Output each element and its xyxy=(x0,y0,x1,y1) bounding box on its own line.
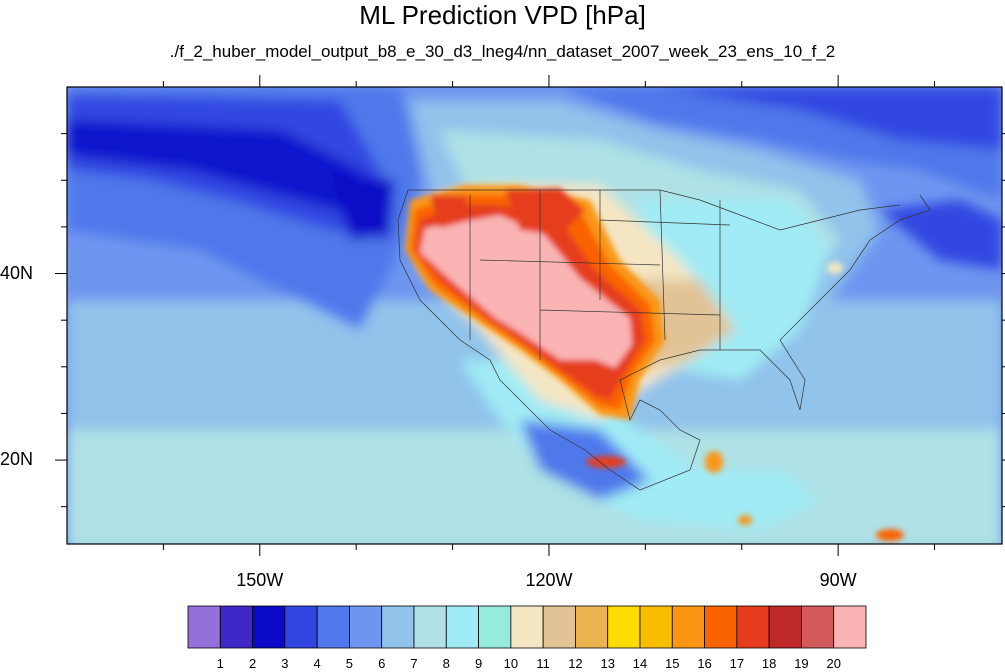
colorbar-swatch xyxy=(445,605,479,649)
colorbar-swatch xyxy=(542,605,576,649)
lon-label: 150W xyxy=(236,570,284,590)
colorbar-label: 15 xyxy=(665,656,680,671)
colorbar-swatch xyxy=(413,605,447,649)
colorbar-label: 8 xyxy=(442,656,450,671)
colorbar-label: 14 xyxy=(632,656,648,671)
colorbar-label: 4 xyxy=(313,656,321,671)
colorbar-label: 5 xyxy=(345,656,354,671)
colorbar-label: 9 xyxy=(474,656,483,671)
colorbar-label: 3 xyxy=(281,656,289,671)
colorbar-swatch xyxy=(607,605,641,649)
colorbar-swatch xyxy=(349,605,383,649)
colorbar-label: 13 xyxy=(600,656,615,671)
colorbar-swatch xyxy=(639,605,673,649)
axis-ticks xyxy=(55,75,1005,556)
lon-label: 90W xyxy=(819,570,857,590)
lat-label: 40N xyxy=(0,262,34,283)
colorbar xyxy=(187,605,867,649)
colorbar-swatch xyxy=(316,605,350,649)
colorbar-swatch xyxy=(671,605,705,649)
colorbar-swatch xyxy=(252,605,286,649)
colorbar-swatch xyxy=(575,605,609,649)
vpd-field xyxy=(67,87,1002,544)
lon-label: 120W xyxy=(525,570,573,590)
colorbar-swatch xyxy=(187,605,221,649)
colorbar-swatch xyxy=(510,605,544,649)
colorbar-label: 11 xyxy=(536,656,550,671)
lat-label: 20N xyxy=(0,449,34,470)
map-title: ML Prediction VPD [hPa] xyxy=(359,0,646,30)
colorbar-label: 10 xyxy=(503,656,519,671)
colorbar-swatch xyxy=(478,605,512,649)
colorbar-label: 16 xyxy=(697,656,712,671)
map-frame xyxy=(66,86,1003,545)
colorbar-label: 18 xyxy=(761,656,777,671)
colorbar-label: 20 xyxy=(826,656,841,671)
colorbar-swatch xyxy=(704,605,738,649)
colorbar-swatch xyxy=(801,605,835,649)
colorbar-swatch xyxy=(736,605,770,649)
colorbar-label: 19 xyxy=(794,656,809,671)
colorbar-label: 1 xyxy=(216,656,224,671)
colorbar-label: 7 xyxy=(410,656,418,671)
colorbar-swatch xyxy=(381,605,415,649)
colorbar-swatch xyxy=(833,605,867,649)
colorbar-label: 2 xyxy=(248,656,257,671)
colorbar-label: 6 xyxy=(378,656,386,671)
map-subtitle: ./f_2_huber_model_output_b8_e_30_d3_lneg… xyxy=(169,42,836,61)
colorbar-label: 17 xyxy=(729,656,745,671)
colorbar-swatch xyxy=(219,605,253,649)
colorbar-label: 12 xyxy=(568,656,583,671)
colorbar-swatch xyxy=(768,605,802,649)
colorbar-swatch xyxy=(284,605,318,649)
coastlines xyxy=(397,189,931,491)
